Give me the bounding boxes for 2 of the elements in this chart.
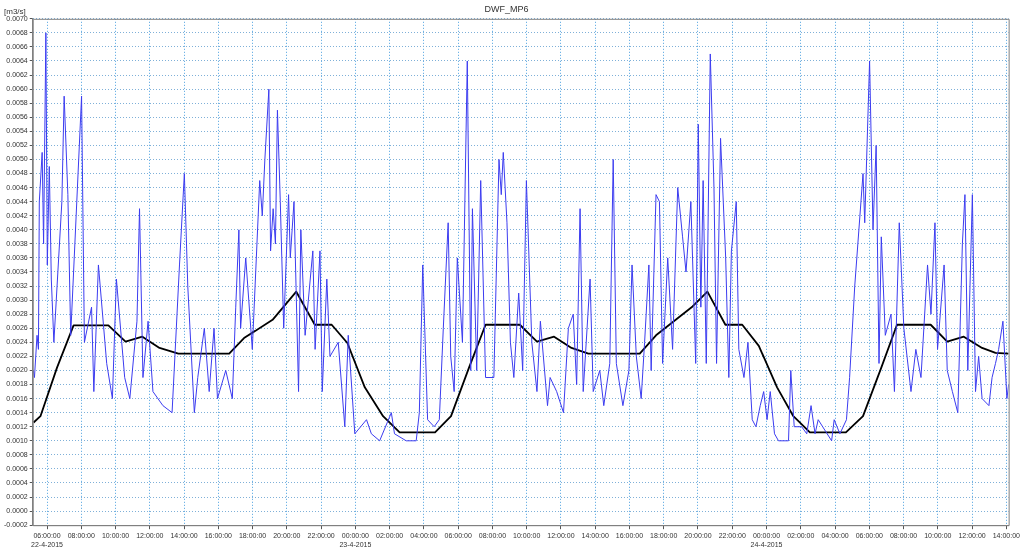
chart-title: DWF_MP6 bbox=[484, 3, 529, 14]
y-axis-title: [m3/s] bbox=[4, 7, 26, 16]
